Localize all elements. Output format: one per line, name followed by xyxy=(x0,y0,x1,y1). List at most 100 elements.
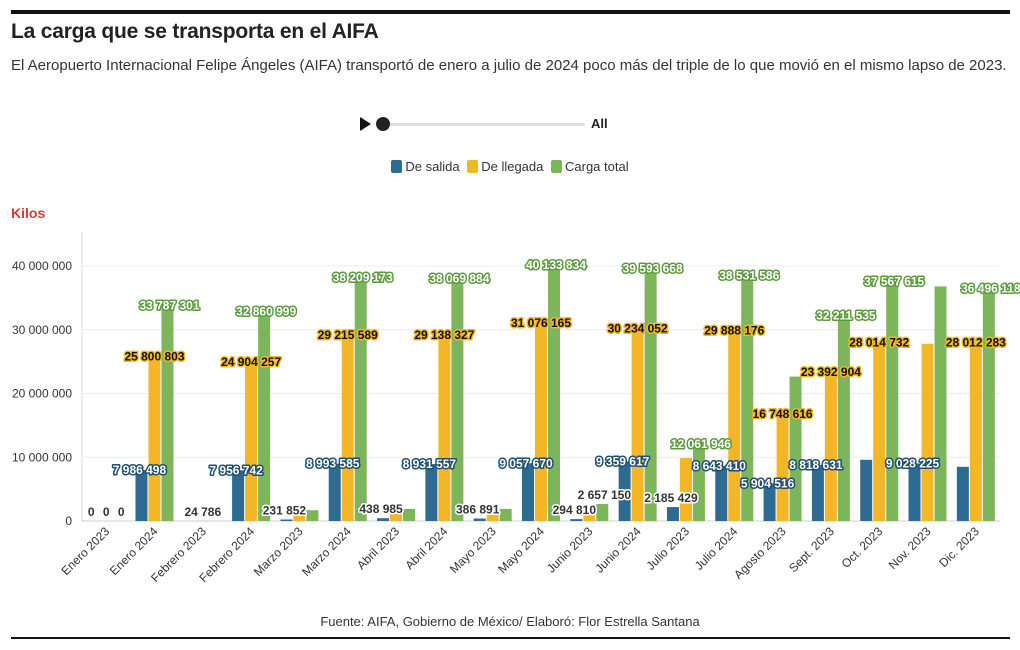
data-label: 29 215 589 xyxy=(318,328,378,342)
x-tick-label: Dic. 2023 xyxy=(936,524,982,570)
bar-carga-total[interactable] xyxy=(499,508,512,521)
data-label: 28 014 732 xyxy=(849,335,909,349)
bar-de-llegada[interactable] xyxy=(341,334,354,521)
bar-carga-total[interactable] xyxy=(548,265,560,521)
legend-item-carga-total[interactable]: Carga total xyxy=(551,159,629,174)
bar-de-llegada[interactable] xyxy=(293,515,306,521)
y-tick-label: 10 000 000 xyxy=(12,450,72,464)
bar-carga-total[interactable] xyxy=(451,278,464,521)
bar-de-salida[interactable] xyxy=(377,518,390,521)
play-icon[interactable] xyxy=(360,117,371,131)
bar-carga-total[interactable] xyxy=(789,376,802,521)
bar-de-llegada[interactable] xyxy=(776,414,789,521)
bar-de-salida[interactable] xyxy=(522,463,534,521)
bar-de-llegada[interactable] xyxy=(486,514,499,521)
y-tick-label: 20 000 000 xyxy=(12,387,72,401)
bar-carga-total[interactable] xyxy=(934,286,947,521)
x-tick-label: Julio 2024 xyxy=(692,524,741,573)
data-label: 7 986 498 xyxy=(113,463,167,477)
bar-de-llegada[interactable] xyxy=(631,328,644,521)
bar-de-salida[interactable] xyxy=(763,483,776,521)
legend-item-de-salida[interactable]: De salida xyxy=(391,159,460,174)
legend-item-de-llegada[interactable]: De llegada xyxy=(467,159,543,174)
bar-de-salida[interactable] xyxy=(570,519,583,521)
legend-label: De llegada xyxy=(481,159,544,174)
bar-de-salida[interactable] xyxy=(473,518,486,521)
bar-carga-total[interactable] xyxy=(644,268,657,521)
timeline-player: All xyxy=(360,114,620,134)
data-label: 36 496 118 xyxy=(961,281,1020,295)
data-label: 9 057 670 xyxy=(499,456,553,470)
bar-carga-total[interactable] xyxy=(596,504,609,521)
x-tick-label: Marzo 2023 xyxy=(251,524,306,579)
data-label: 2 185 429 xyxy=(644,491,698,505)
bottom-rule xyxy=(11,637,1010,639)
bar-carga-total[interactable] xyxy=(354,277,367,521)
data-label: 38 209 173 xyxy=(333,270,393,284)
data-label: 24 904 257 xyxy=(221,355,281,369)
bar-de-llegada[interactable] xyxy=(921,343,934,521)
bar-de-llegada[interactable] xyxy=(438,335,451,521)
bar-carga-total[interactable] xyxy=(982,288,995,521)
data-label: 33 787 301 xyxy=(139,299,199,313)
bar-carga-total[interactable] xyxy=(886,281,899,521)
x-tick-label: Enero 2023 xyxy=(58,524,112,578)
bar-carga-total[interactable] xyxy=(403,508,416,521)
bar-de-salida[interactable] xyxy=(860,459,873,521)
bar-de-llegada[interactable] xyxy=(148,356,161,521)
data-label: 28 012 283 xyxy=(946,335,1006,349)
data-label: 39 593 668 xyxy=(623,262,683,276)
bar-de-salida[interactable] xyxy=(425,464,438,521)
bar-de-salida[interactable] xyxy=(908,463,921,521)
legend-label: De salida xyxy=(405,159,460,174)
data-label: 8 993 585 xyxy=(306,457,360,471)
bar-carga-total[interactable] xyxy=(837,315,850,521)
bar-de-llegada[interactable] xyxy=(873,342,886,521)
x-tick-label: Marzo 2024 xyxy=(299,524,354,579)
data-label: 0 xyxy=(88,505,95,519)
y-axis-unit-label: Kilos xyxy=(11,205,46,221)
bar-de-llegada[interactable] xyxy=(969,342,982,521)
bar-de-salida[interactable] xyxy=(328,463,341,521)
bar-carga-total[interactable] xyxy=(161,305,174,521)
bar-de-salida[interactable] xyxy=(135,470,148,521)
y-tick-label: 30 000 000 xyxy=(12,323,72,337)
bar-de-llegada[interactable] xyxy=(535,322,547,521)
x-tick-label: Julio 2023 xyxy=(643,524,692,573)
data-label: 8 643 410 xyxy=(693,459,747,473)
x-tick-label: Agosto 2023 xyxy=(731,524,789,582)
data-label: 0 xyxy=(103,505,110,519)
x-tick-label: Junio 2023 xyxy=(544,524,596,576)
bar-de-salida[interactable] xyxy=(618,461,631,521)
data-label: 2 657 150 xyxy=(578,488,632,502)
timeline-track[interactable] xyxy=(382,123,585,126)
legend-swatch-icon xyxy=(467,160,479,173)
bar-carga-total[interactable] xyxy=(741,275,754,521)
bar-de-salida[interactable] xyxy=(666,507,679,521)
bar-de-salida[interactable] xyxy=(280,519,293,521)
data-label: 37 567 615 xyxy=(864,275,924,289)
chart-subtitle: El Aeropuerto Internacional Felipe Ángel… xyxy=(11,57,1007,74)
x-tick-label: Abril 2024 xyxy=(402,524,450,572)
bar-de-llegada[interactable] xyxy=(679,458,692,521)
bar-de-salida[interactable] xyxy=(232,470,245,521)
bar-de-llegada[interactable] xyxy=(390,513,403,521)
bar-de-llegada[interactable] xyxy=(245,362,258,521)
bar-de-llegada[interactable] xyxy=(728,330,741,521)
bar-carga-total[interactable] xyxy=(306,510,319,521)
bar-de-llegada[interactable] xyxy=(824,371,837,521)
x-tick-label: Junio 2024 xyxy=(592,524,644,576)
y-tick-label: 40 000 000 xyxy=(12,259,72,273)
data-label: 231 852 xyxy=(263,504,307,518)
bar-de-llegada[interactable] xyxy=(583,514,596,521)
legend: De salida De llegada Carga total xyxy=(0,159,1020,174)
bar-de-salida[interactable] xyxy=(811,464,824,521)
bar-de-salida[interactable] xyxy=(956,466,969,521)
data-label: 29 138 327 xyxy=(414,328,474,342)
bar-chart: 0 10 000 000 20 000 000 30 000 000 40 000 00… xyxy=(12,232,1020,585)
bar-carga-total[interactable] xyxy=(692,444,705,521)
timeline-all-label[interactable]: All xyxy=(591,116,608,131)
bar-de-salida[interactable] xyxy=(715,465,728,521)
bar-carga-total[interactable] xyxy=(258,311,271,521)
timeline-slider-handle[interactable] xyxy=(376,117,390,131)
